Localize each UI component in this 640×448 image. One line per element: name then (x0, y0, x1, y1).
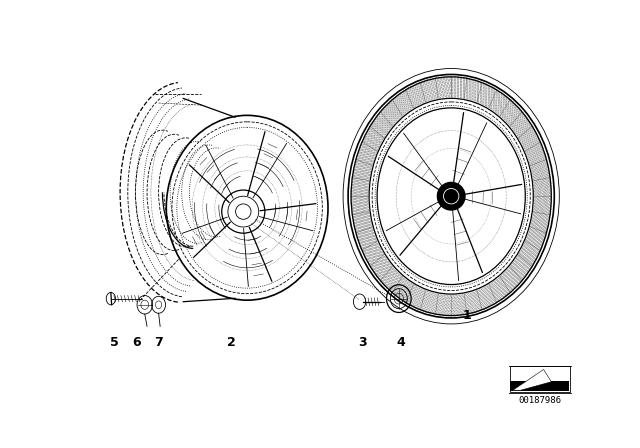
Polygon shape (513, 370, 551, 390)
Bar (509, 366, 570, 392)
Bar (511, 381, 569, 391)
Text: 1: 1 (462, 309, 471, 322)
Text: 7: 7 (154, 336, 163, 349)
Text: 00187986: 00187986 (518, 396, 561, 405)
Text: 4: 4 (397, 336, 406, 349)
Text: 5: 5 (109, 336, 118, 349)
Text: 6: 6 (132, 336, 141, 349)
Text: 3: 3 (358, 336, 367, 349)
Text: 2: 2 (227, 336, 236, 349)
Circle shape (437, 182, 465, 210)
